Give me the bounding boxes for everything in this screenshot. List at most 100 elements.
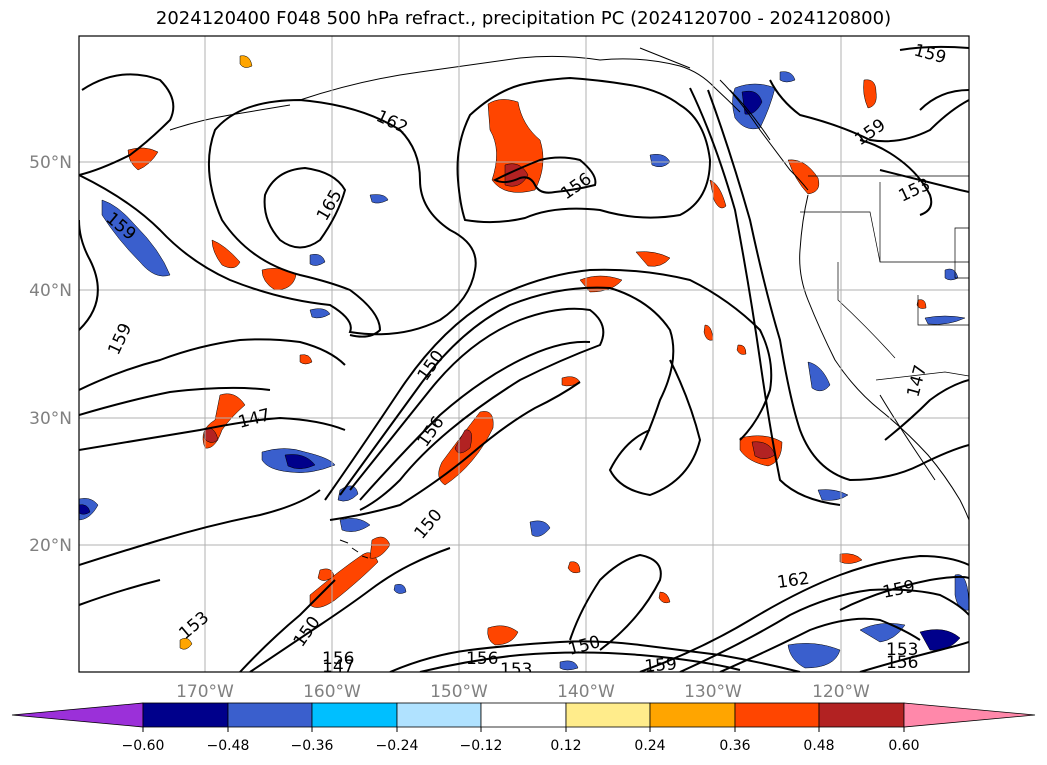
precip-patches (79, 55, 969, 671)
precip-patch-negative (309, 254, 326, 266)
coastlines (169, 47, 969, 559)
gridlines (79, 36, 969, 672)
contour-line (79, 219, 99, 331)
coastline-aleutians (169, 104, 291, 131)
colorbar-tick-labels: −0.60 −0.48 −0.36 −0.24 −0.12 0.12 0.24 … (122, 738, 920, 754)
contour-line (329, 381, 581, 521)
contour-label: 153 (886, 640, 918, 660)
precip-patch-positive (317, 568, 335, 581)
precip-patch-positive (658, 591, 671, 604)
coastline-baja (879, 394, 936, 481)
contour-line (859, 139, 933, 216)
lat-label-50: 50°N (29, 153, 72, 173)
contour-line (608, 359, 702, 497)
contour-label: 153 (500, 660, 532, 680)
precip-patch-positive (179, 637, 193, 650)
colorbar-tick-label: −0.12 (460, 738, 503, 754)
contour-line (884, 379, 969, 441)
precip-patch-positive (635, 251, 671, 267)
contour-line (689, 87, 841, 506)
contour-line (263, 166, 347, 249)
colorbar-tick-label: 0.36 (719, 738, 750, 754)
precip-patch-negative (393, 584, 407, 594)
precip-patch-negative (779, 71, 796, 83)
contour-line (899, 45, 969, 51)
contour-line (769, 79, 969, 143)
contour-line (79, 98, 477, 338)
lon-label-160: 160°W (303, 682, 361, 702)
colorbar-tick-label: −0.24 (376, 738, 419, 754)
precip-patch-negative (529, 520, 551, 537)
contour-line (879, 169, 969, 193)
colorbar-segment (480, 702, 567, 728)
precip-patch-negative (859, 623, 906, 643)
contour-line (339, 286, 675, 496)
contour-line (79, 489, 321, 566)
precip-patch-negative (924, 315, 966, 325)
lon-label-140: 140°W (557, 682, 615, 702)
lon-label-120: 120°W (812, 682, 870, 702)
precip-patch-positive (487, 99, 544, 193)
precip-patch-positive (487, 625, 519, 646)
contour-line (324, 268, 773, 501)
precip-patch-negative (787, 643, 841, 669)
contour-line (249, 547, 451, 672)
precip-patch-positive (239, 55, 253, 68)
colorbar-tick-label: 0.24 (634, 738, 665, 754)
precip-patch-negative (101, 199, 171, 277)
precip-patch-negative (807, 361, 831, 392)
contour-label: 156 (466, 649, 498, 669)
colorbar-segment (649, 702, 736, 728)
contour-line (389, 640, 801, 672)
political-borders (800, 175, 969, 381)
coastline-bc (719, 79, 809, 191)
precip-patch-negative (79, 504, 91, 515)
colorbar-extend-min (11, 702, 144, 728)
colorbar-tick-label: −0.48 (207, 738, 250, 754)
lat-label-30: 30°N (29, 409, 72, 429)
map-title: 2024120400 F048 500 hPa refract., precip… (155, 8, 892, 29)
coastline-alaska (299, 47, 741, 113)
lat-label-20: 20°N (29, 536, 72, 556)
contour-line (919, 89, 969, 111)
contour-line (859, 641, 969, 672)
contour-label: 147 (322, 657, 354, 677)
contour-line (79, 579, 161, 606)
colorbar-segment (565, 702, 651, 728)
contour-label: 156 (886, 653, 918, 673)
colorbar-tick-label: 0.48 (803, 738, 834, 754)
contour-line (419, 651, 741, 672)
precip-patch-positive (127, 147, 159, 171)
colorbar (11, 702, 1036, 728)
contour-label: 156 (322, 649, 354, 669)
precip-patch-negative (339, 518, 371, 532)
colorbar-segment (142, 702, 229, 728)
colorbar-segment (734, 702, 820, 728)
contour-line (679, 588, 969, 672)
contour-line (839, 575, 969, 611)
precip-patch-positive (839, 553, 863, 564)
colorbar-tick-label: −0.36 (291, 738, 334, 754)
contour-label: 162 (776, 569, 811, 593)
contour-line (79, 416, 346, 451)
lat-label-40: 40°N (29, 281, 72, 301)
contour-label: 159 (644, 654, 678, 677)
precip-patch-positive (309, 552, 379, 608)
lon-label-170: 170°W (176, 682, 234, 702)
colorbar-tick-label: 0.12 (550, 738, 581, 754)
colorbar-segment (311, 702, 398, 728)
colorbar-extend-max (903, 702, 1036, 728)
contour-line (492, 156, 597, 194)
refractivity-contours (79, 45, 969, 672)
coastline-hawaii (339, 539, 369, 559)
contour-line (707, 89, 969, 482)
contour-line (79, 73, 175, 176)
latitude-labels: 50°N 40°N 30°N 20°N (29, 153, 72, 556)
precip-patch-positive (736, 344, 747, 355)
contour-line (569, 553, 662, 651)
contour-line (239, 579, 336, 672)
contour-line (719, 617, 921, 672)
precip-patch-positive (787, 159, 820, 195)
contour-line (639, 554, 969, 672)
